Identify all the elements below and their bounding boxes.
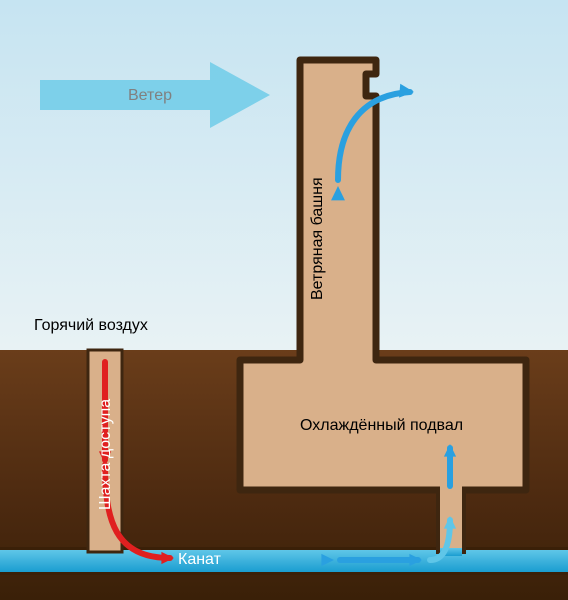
basement-label: Охлаждённый подвал: [300, 417, 463, 434]
hot_air-label: Горячий воздух: [34, 317, 148, 334]
tower-label: Ветряная башня: [309, 177, 326, 300]
canal-label: Канат: [178, 551, 222, 568]
wind-label: Ветер: [128, 87, 172, 104]
sky: [0, 0, 568, 350]
shaft-label: Шахта доступа: [97, 399, 114, 510]
